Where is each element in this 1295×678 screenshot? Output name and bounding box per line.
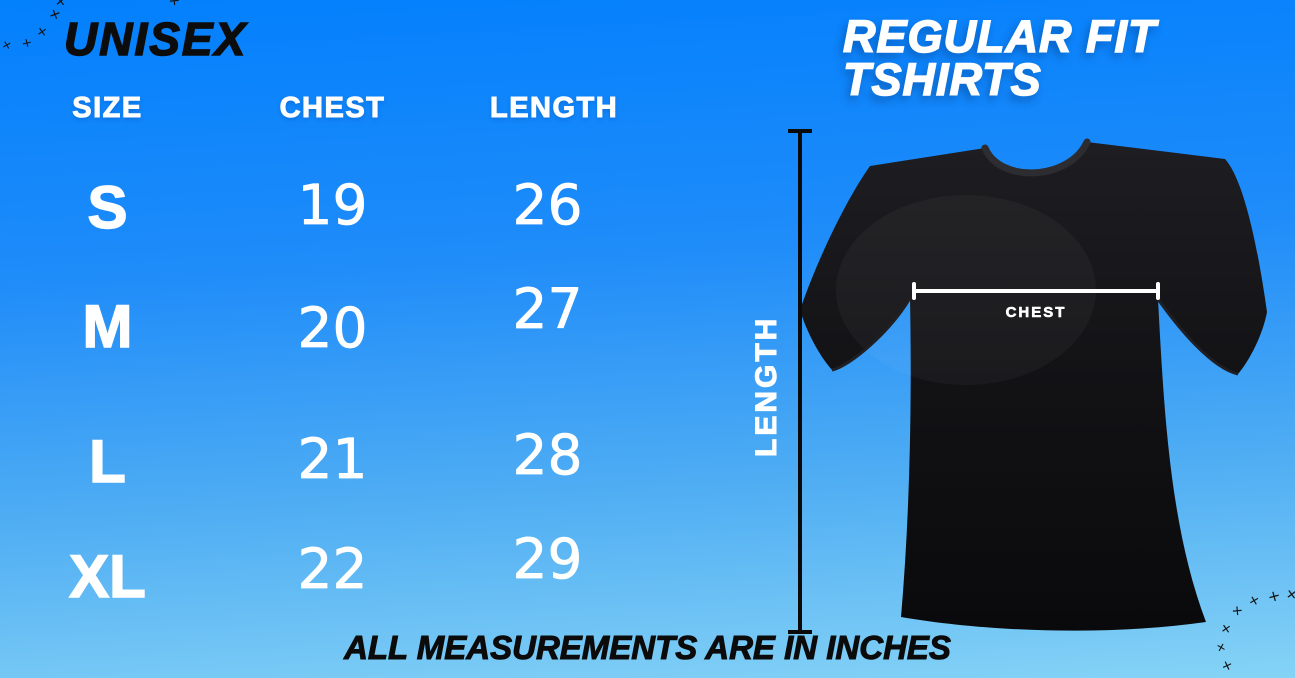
x-mark-icon: ✕ [54, 0, 67, 11]
length-label: LENGTH [750, 315, 784, 457]
chest-measure-line [912, 282, 1160, 300]
length-measure-line [788, 129, 812, 634]
x-mark-icon: ✕ [1219, 621, 1233, 637]
fit-title-line1: REGULAR FIT [842, 11, 1157, 62]
tshirt-image [800, 138, 1267, 631]
length-value: 26 [512, 173, 583, 237]
length-value: 28 [512, 423, 583, 487]
size-value: S [87, 174, 129, 241]
size-value: L [88, 428, 126, 495]
column-header-chest: CHEST [279, 92, 386, 125]
length-value: 29 [512, 527, 583, 591]
table-row: M 20 27 [40, 281, 605, 360]
column-header-length: LENGTH [490, 92, 619, 125]
x-mark-icon: ✕ [0, 38, 13, 53]
chest-value: 21 [297, 427, 368, 491]
fit-title: REGULAR FIT TSHIRTS [842, 11, 1157, 105]
x-mark-icon: ✕ [35, 24, 49, 40]
chest-label: CHEST [1005, 304, 1067, 322]
size-value: XL [68, 543, 146, 610]
chest-value: 22 [297, 537, 368, 601]
x-mark-icon: ✕ [165, 0, 183, 10]
fit-title-line2: TSHIRTS [842, 53, 1042, 105]
x-mark-icon: ✕ [19, 35, 34, 52]
table-row: L 21 28 [40, 427, 605, 495]
table-row: S 19 26 [40, 173, 605, 241]
chest-value: 20 [297, 296, 368, 360]
measurements-note: ALL MEASUREMENTS ARE IN INCHES [344, 629, 952, 667]
table-row: XL 22 29 [40, 531, 605, 610]
column-header-size: SIZE [72, 92, 143, 125]
size-table-header: SIZE CHEST LENGTH [40, 92, 619, 125]
x-mark-icon: ✕ [1285, 587, 1295, 604]
x-mark-icon: ✕ [1219, 657, 1235, 675]
length-value: 27 [512, 277, 583, 341]
page-title: UNISEX [63, 12, 248, 66]
chest-value: 19 [297, 173, 368, 237]
size-value: M [82, 293, 133, 360]
